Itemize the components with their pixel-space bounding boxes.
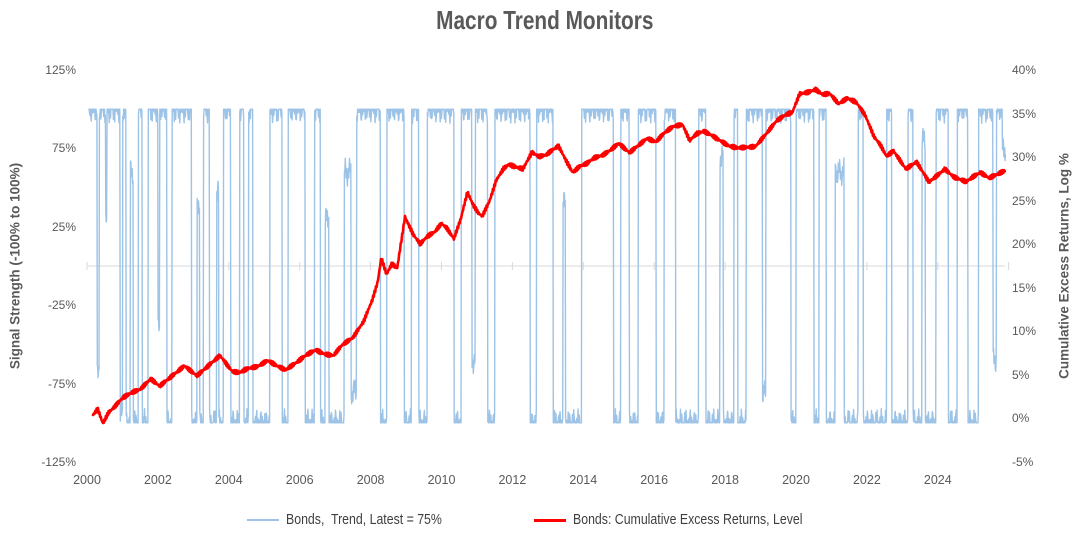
left-axis-title: Signal Strength (-100% to 100%) [7,162,23,370]
left-axis-tick-label: -125% [41,455,76,469]
right-axis-tick-label: -5% [1012,455,1034,469]
right-axis-title: Cumulative Excess Returns, Log % [1056,153,1072,379]
right-axis-tick-label: 15% [1012,280,1037,295]
x-axis-tick-label: 2008 [356,473,385,487]
right-axis-tick-label: 30% [1012,150,1037,165]
right-axis-tick-label: 35% [1012,106,1037,121]
x-axis-tick-label: 2014 [569,473,598,487]
right-axis-tick-label: 20% [1012,237,1037,252]
trend-legend-line-sample [247,519,280,521]
right-axis-tick-label: 10% [1012,324,1037,339]
trend-signal-line [88,108,1007,424]
chart-title: Macro Trend Monitors [436,5,654,35]
x-axis-tick-label: 2000 [73,473,101,487]
x-axis-tick-label: 2002 [143,473,172,487]
x-axis-tick-label: 2020 [782,473,810,487]
legend-item-returns: Bonds: Cumulative Excess Returns, Level [533,512,843,528]
left-axis-tick-label: -75% [47,376,76,391]
right-axis-tick-label: 0% [1012,411,1030,426]
right-axis-tick-label: 5% [1012,367,1030,382]
x-axis-tick-label: 2018 [711,473,739,487]
x-axis-tick-label: 2022 [852,473,881,487]
right-axis-tick-label: 25% [1012,193,1037,208]
x-axis-tick-label: 2012 [498,473,527,487]
right-axis-tick-label: 40% [1012,63,1037,77]
title-row: Macro Trend Monitors [0,5,1090,36]
trend-legend-label: Bonds, Trend, Latest = 75% [286,512,443,528]
legend: Bonds, Trend, Latest = 75% Bonds: Cumula… [0,506,1090,534]
x-axis-tick-label: 2004 [214,473,243,487]
left-axis-tick-label: 25% [51,219,76,234]
cumulative-returns-line [91,86,1007,425]
x-axis-tick-label: 2016 [640,473,669,487]
legend-item-trend: Bonds, Trend, Latest = 75% [247,512,469,528]
returns-legend-line-sample [533,518,566,522]
x-axis-tick-label: 2024 [923,473,952,487]
left-axis-tick-label: -25% [47,298,76,313]
left-axis-tick-label: 75% [51,141,76,156]
x-axis-tick-label: 2010 [427,473,456,487]
left-axis-tick-label: 125% [45,63,76,77]
returns-legend-label: Bonds: Cumulative Excess Returns, Level [572,512,803,528]
x-axis-tick-label: 2006 [285,473,314,487]
